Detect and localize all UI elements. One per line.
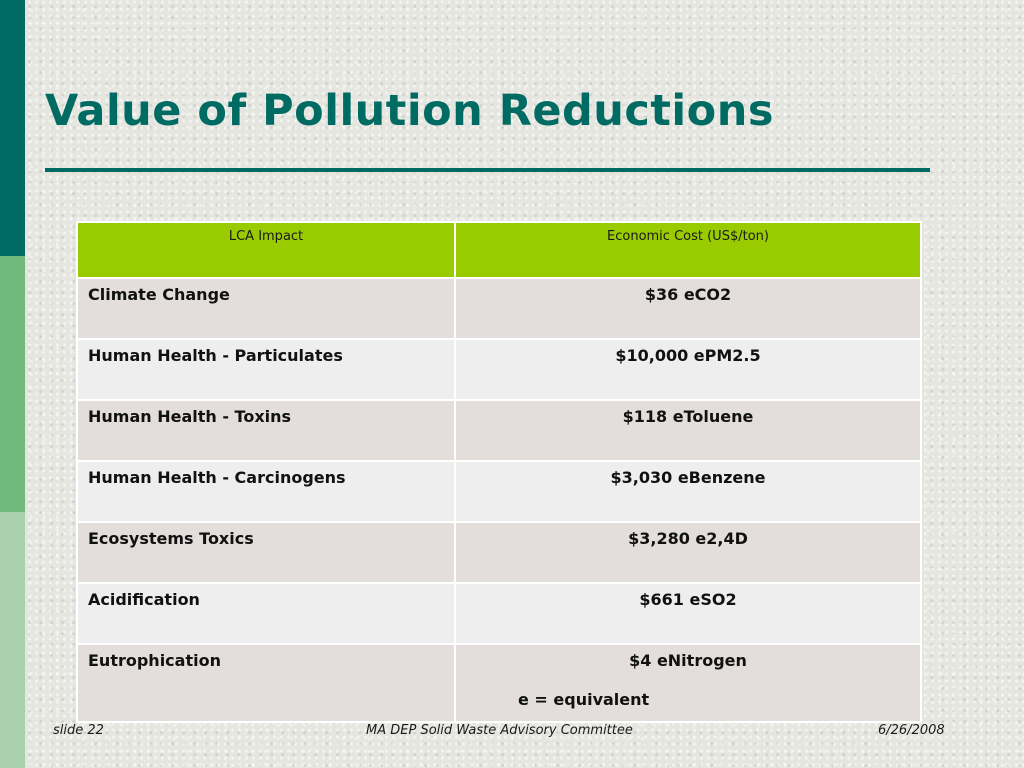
footer-organization: MA DEP Solid Waste Advisory Committee [366, 723, 633, 738]
impact-cell: Ecosystems Toxics [76, 521, 456, 584]
cost-amount: $3,030 [610, 468, 673, 487]
table-row: Human Health - Particulates $10,000 ePM2… [76, 338, 922, 401]
table-row: Eutrophication $4 eNitrogen e = equivalen… [76, 643, 922, 723]
impact-cell: Human Health - Carcinogens [76, 460, 456, 523]
impact-cell: Eutrophication [76, 643, 456, 723]
cost-unit: eToluene [672, 407, 754, 426]
side-stripe-middle [0, 256, 25, 512]
pollution-cost-table: LCA Impact Economic Cost (US$/ton) Clima… [76, 221, 922, 723]
side-stripe-top [0, 0, 25, 256]
table-row: Climate Change $36 eCO2 [76, 277, 922, 340]
equivalent-footnote: e = equivalent [518, 690, 650, 709]
slide-title: Value of Pollution Reductions [45, 86, 774, 136]
cost-unit: eCO2 [683, 285, 732, 304]
cost-cell: $10,000 ePM2.5 [454, 338, 922, 401]
cost-amount: $36 [644, 285, 679, 304]
cost-cell: $3,030 eBenzene [454, 460, 922, 523]
table-row: Ecosystems Toxics $3,280 e2,4D [76, 521, 922, 584]
footer-date: 6/26/2008 [878, 723, 945, 738]
cost-unit: e2,4D [695, 529, 748, 548]
title-underline [45, 168, 930, 172]
impact-cell: Human Health - Particulates [76, 338, 456, 401]
cost-amount: $661 [639, 590, 684, 609]
cost-unit: eBenzene [677, 468, 766, 487]
header-economic-cost: Economic Cost (US$/ton) [454, 221, 922, 279]
cost-unit: ePM2.5 [693, 346, 761, 365]
cost-cell: $118 eToluene [454, 399, 922, 462]
cost-unit: eNitrogen [656, 651, 747, 670]
cost-amount: $10,000 [615, 346, 689, 365]
cost-cell: $3,280 e2,4D [454, 521, 922, 584]
cost-cell: $36 eCO2 [454, 277, 922, 340]
cost-amount: $3,280 [628, 529, 690, 548]
impact-cell: Acidification [76, 582, 456, 645]
cost-cell: $4 eNitrogen e = equivalent [454, 643, 922, 723]
table-row: Human Health - Toxins $118 eToluene [76, 399, 922, 462]
impact-cell: Human Health - Toxins [76, 399, 456, 462]
table-header-row: LCA Impact Economic Cost (US$/ton) [76, 221, 922, 279]
cost-cell: $661 eSO2 [454, 582, 922, 645]
impact-cell: Climate Change [76, 277, 456, 340]
side-stripe-bottom [0, 512, 25, 768]
table-row: Human Health - Carcinogens $3,030 eBenze… [76, 460, 922, 523]
cost-amount: $4 [629, 651, 652, 670]
footer-slide-number: slide 22 [53, 723, 104, 738]
header-lca-impact: LCA Impact [76, 221, 456, 279]
table-row: Acidification $661 eSO2 [76, 582, 922, 645]
cost-amount: $118 [622, 407, 668, 426]
cost-unit: eSO2 [689, 590, 737, 609]
